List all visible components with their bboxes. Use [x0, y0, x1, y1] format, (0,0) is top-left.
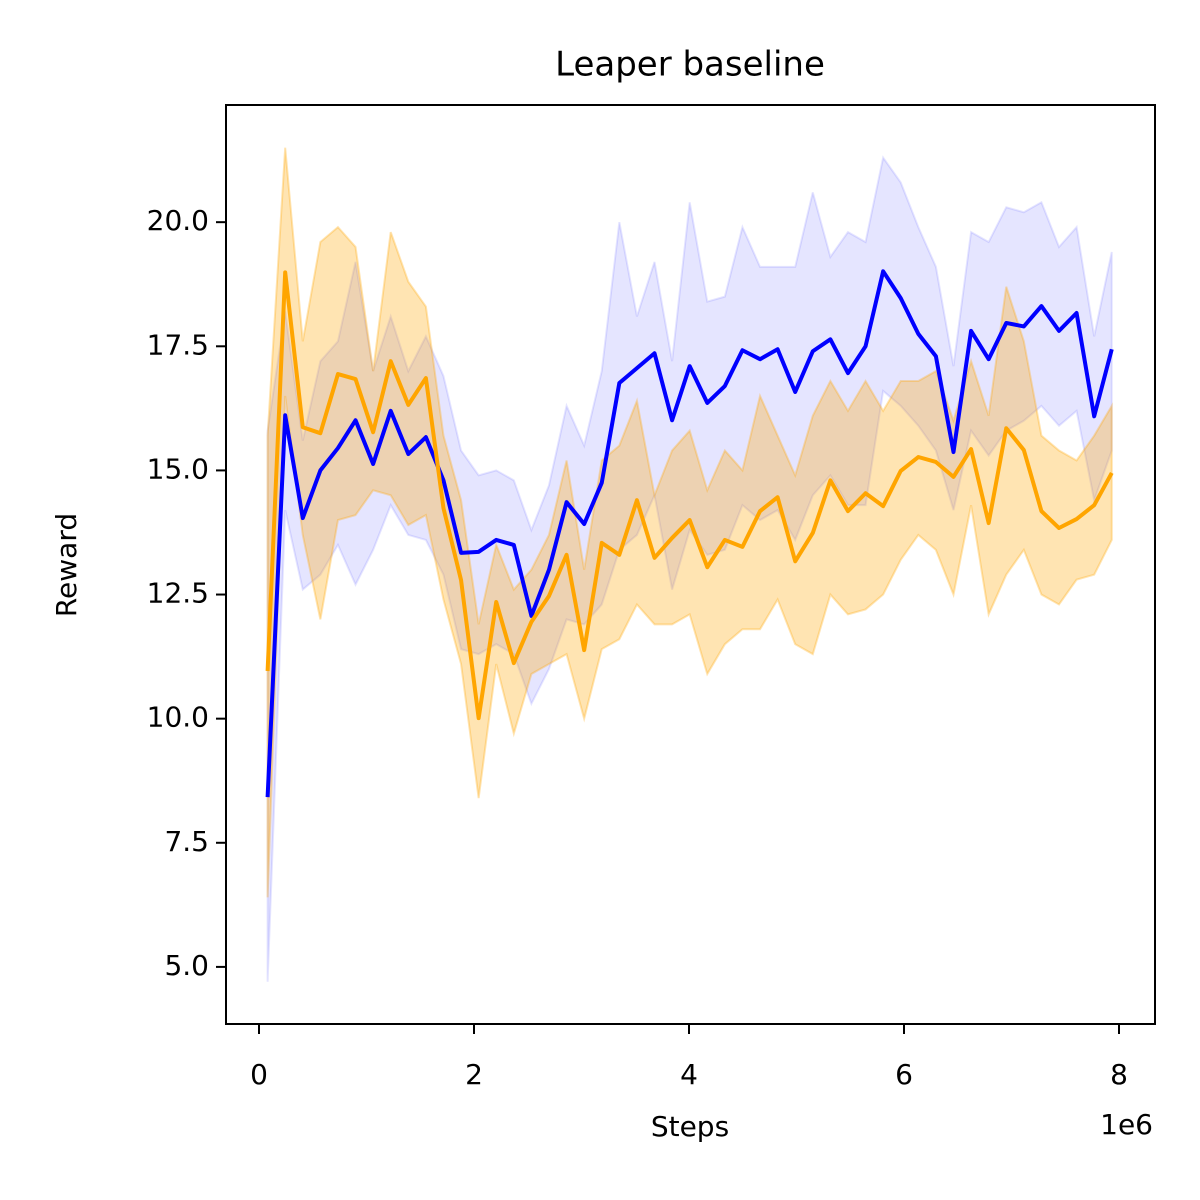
y-tick-label: 15.0 [147, 452, 209, 485]
y-tick-label: 7.5 [164, 825, 209, 858]
y-tick-label: 10.0 [147, 701, 209, 734]
y-tick-label: 17.5 [147, 328, 209, 361]
x-tick-label: 6 [895, 1058, 913, 1091]
x-offset-label: 1e6 [1100, 1108, 1153, 1141]
x-tick-label: 2 [465, 1058, 483, 1091]
x-tick-label: 0 [250, 1058, 268, 1091]
y-tick-label: 5.0 [164, 949, 209, 982]
x-tick-label: 4 [680, 1058, 698, 1091]
x-tick-label: 8 [1110, 1058, 1128, 1091]
x-axis-label: Steps [651, 1110, 729, 1143]
y-tick-label: 20.0 [147, 204, 209, 237]
y-tick-label: 12.5 [147, 577, 209, 610]
line [265, 269, 1114, 798]
plot-frame [225, 104, 1156, 1025]
y-axis-label: Reward [50, 513, 83, 617]
line [265, 270, 1114, 721]
chart-title: Leaper baseline [555, 45, 825, 85]
band [266, 155, 1113, 982]
